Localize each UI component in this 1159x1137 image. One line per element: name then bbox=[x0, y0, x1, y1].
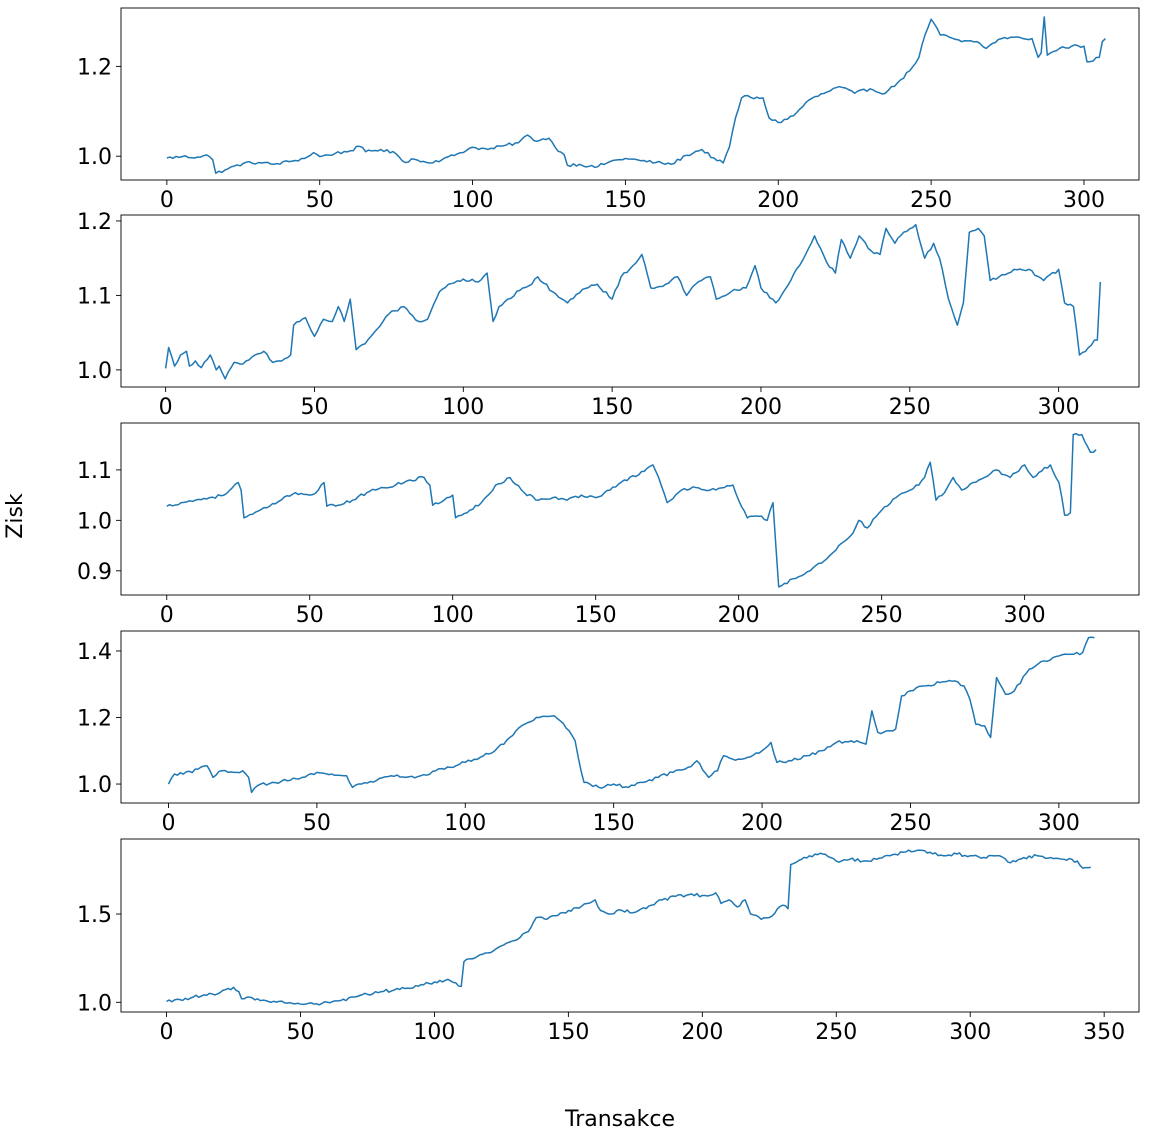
x-tick-label: 150 bbox=[575, 603, 617, 628]
x-tick-label: 200 bbox=[741, 811, 783, 836]
y-tick-label: 1.0 bbox=[77, 509, 112, 534]
x-tick-label: 250 bbox=[889, 395, 931, 420]
x-tick-label: 150 bbox=[547, 1020, 589, 1045]
x-tick-label: 200 bbox=[681, 1020, 723, 1045]
x-tick-label: 100 bbox=[413, 1020, 455, 1045]
x-tick-label: 0 bbox=[160, 188, 174, 213]
x-tick-label: 350 bbox=[1083, 1020, 1125, 1045]
series-line bbox=[167, 636, 1095, 794]
y-tick-label: 1.0 bbox=[77, 773, 112, 798]
x-tick-label: 100 bbox=[442, 395, 484, 420]
x-tick-label: 300 bbox=[1038, 811, 1080, 836]
x-tick-label: 200 bbox=[718, 603, 760, 628]
x-tick-label: 300 bbox=[949, 1020, 991, 1045]
x-tick-label: 100 bbox=[452, 188, 494, 213]
x-tick-label: 50 bbox=[300, 395, 328, 420]
axes-frame bbox=[120, 838, 1140, 1013]
x-tick-label: 150 bbox=[604, 188, 646, 213]
x-tick-label: 100 bbox=[432, 603, 474, 628]
x-tick-label: 300 bbox=[1063, 188, 1105, 213]
series-line bbox=[164, 223, 1102, 380]
x-tick-label: 200 bbox=[740, 395, 782, 420]
y-tick-label: 1.1 bbox=[77, 459, 112, 484]
y-tick-label: 1.5 bbox=[77, 903, 112, 928]
series-line bbox=[166, 849, 1091, 1006]
y-tick-label: 1.0 bbox=[77, 359, 112, 384]
axes-frame bbox=[120, 630, 1140, 804]
x-tick-label: 0 bbox=[160, 603, 174, 628]
y-tick-label: 1.0 bbox=[77, 145, 112, 170]
x-tick-label: 100 bbox=[444, 811, 486, 836]
x-tick-label: 0 bbox=[159, 395, 173, 420]
x-tick-label: 250 bbox=[889, 811, 931, 836]
x-tick-label: 0 bbox=[160, 1020, 174, 1045]
x-tick-label: 200 bbox=[757, 188, 799, 213]
y-tick-label: 1.2 bbox=[77, 55, 112, 80]
subplot-5: 0 50 100 150 200 250 300 350 1.0 1.5 bbox=[77, 838, 1140, 1045]
y-tick-label: 0.9 bbox=[77, 560, 112, 585]
y-tick-label: 1.2 bbox=[77, 706, 112, 731]
x-tick-label: 50 bbox=[303, 811, 331, 836]
x-tick-label: 150 bbox=[591, 395, 633, 420]
x-tick-label: 50 bbox=[306, 188, 334, 213]
y-tick-label: 1.4 bbox=[77, 640, 112, 665]
axes-frame bbox=[120, 422, 1140, 596]
x-tick-label: 300 bbox=[1004, 603, 1046, 628]
x-tick-label: 50 bbox=[296, 603, 324, 628]
x-tick-label: 250 bbox=[861, 603, 903, 628]
y-tick-label: 1.2 bbox=[77, 210, 112, 235]
subplot-2: 0 50 100 150 200 250 300 1.0 1.1 1.2 bbox=[77, 210, 1140, 420]
axes-frame bbox=[120, 7, 1140, 181]
subplot-1: 0 50 100 150 200 250 300 1.0 1.2 bbox=[77, 7, 1140, 213]
x-axis-label: Transakce bbox=[564, 1107, 675, 1132]
x-tick-label: 250 bbox=[910, 188, 952, 213]
x-tick-label: 300 bbox=[1038, 395, 1080, 420]
x-tick-label: 150 bbox=[593, 811, 635, 836]
subplot-4: 0 50 100 150 200 250 300 1.0 1.2 1.4 bbox=[77, 630, 1140, 836]
x-tick-label: 250 bbox=[815, 1020, 857, 1045]
y-tick-label: 1.0 bbox=[77, 991, 112, 1016]
series-line bbox=[166, 16, 1106, 175]
y-tick-label: 1.1 bbox=[77, 284, 112, 309]
y-axis-label: Zisk bbox=[3, 493, 28, 539]
axes-frame bbox=[120, 214, 1140, 388]
subplot-3: 0 50 100 150 200 250 300 0.9 1.0 1.1 bbox=[77, 422, 1140, 628]
x-tick-label: 0 bbox=[161, 811, 175, 836]
series-line bbox=[166, 432, 1097, 588]
x-tick-label: 50 bbox=[286, 1020, 314, 1045]
